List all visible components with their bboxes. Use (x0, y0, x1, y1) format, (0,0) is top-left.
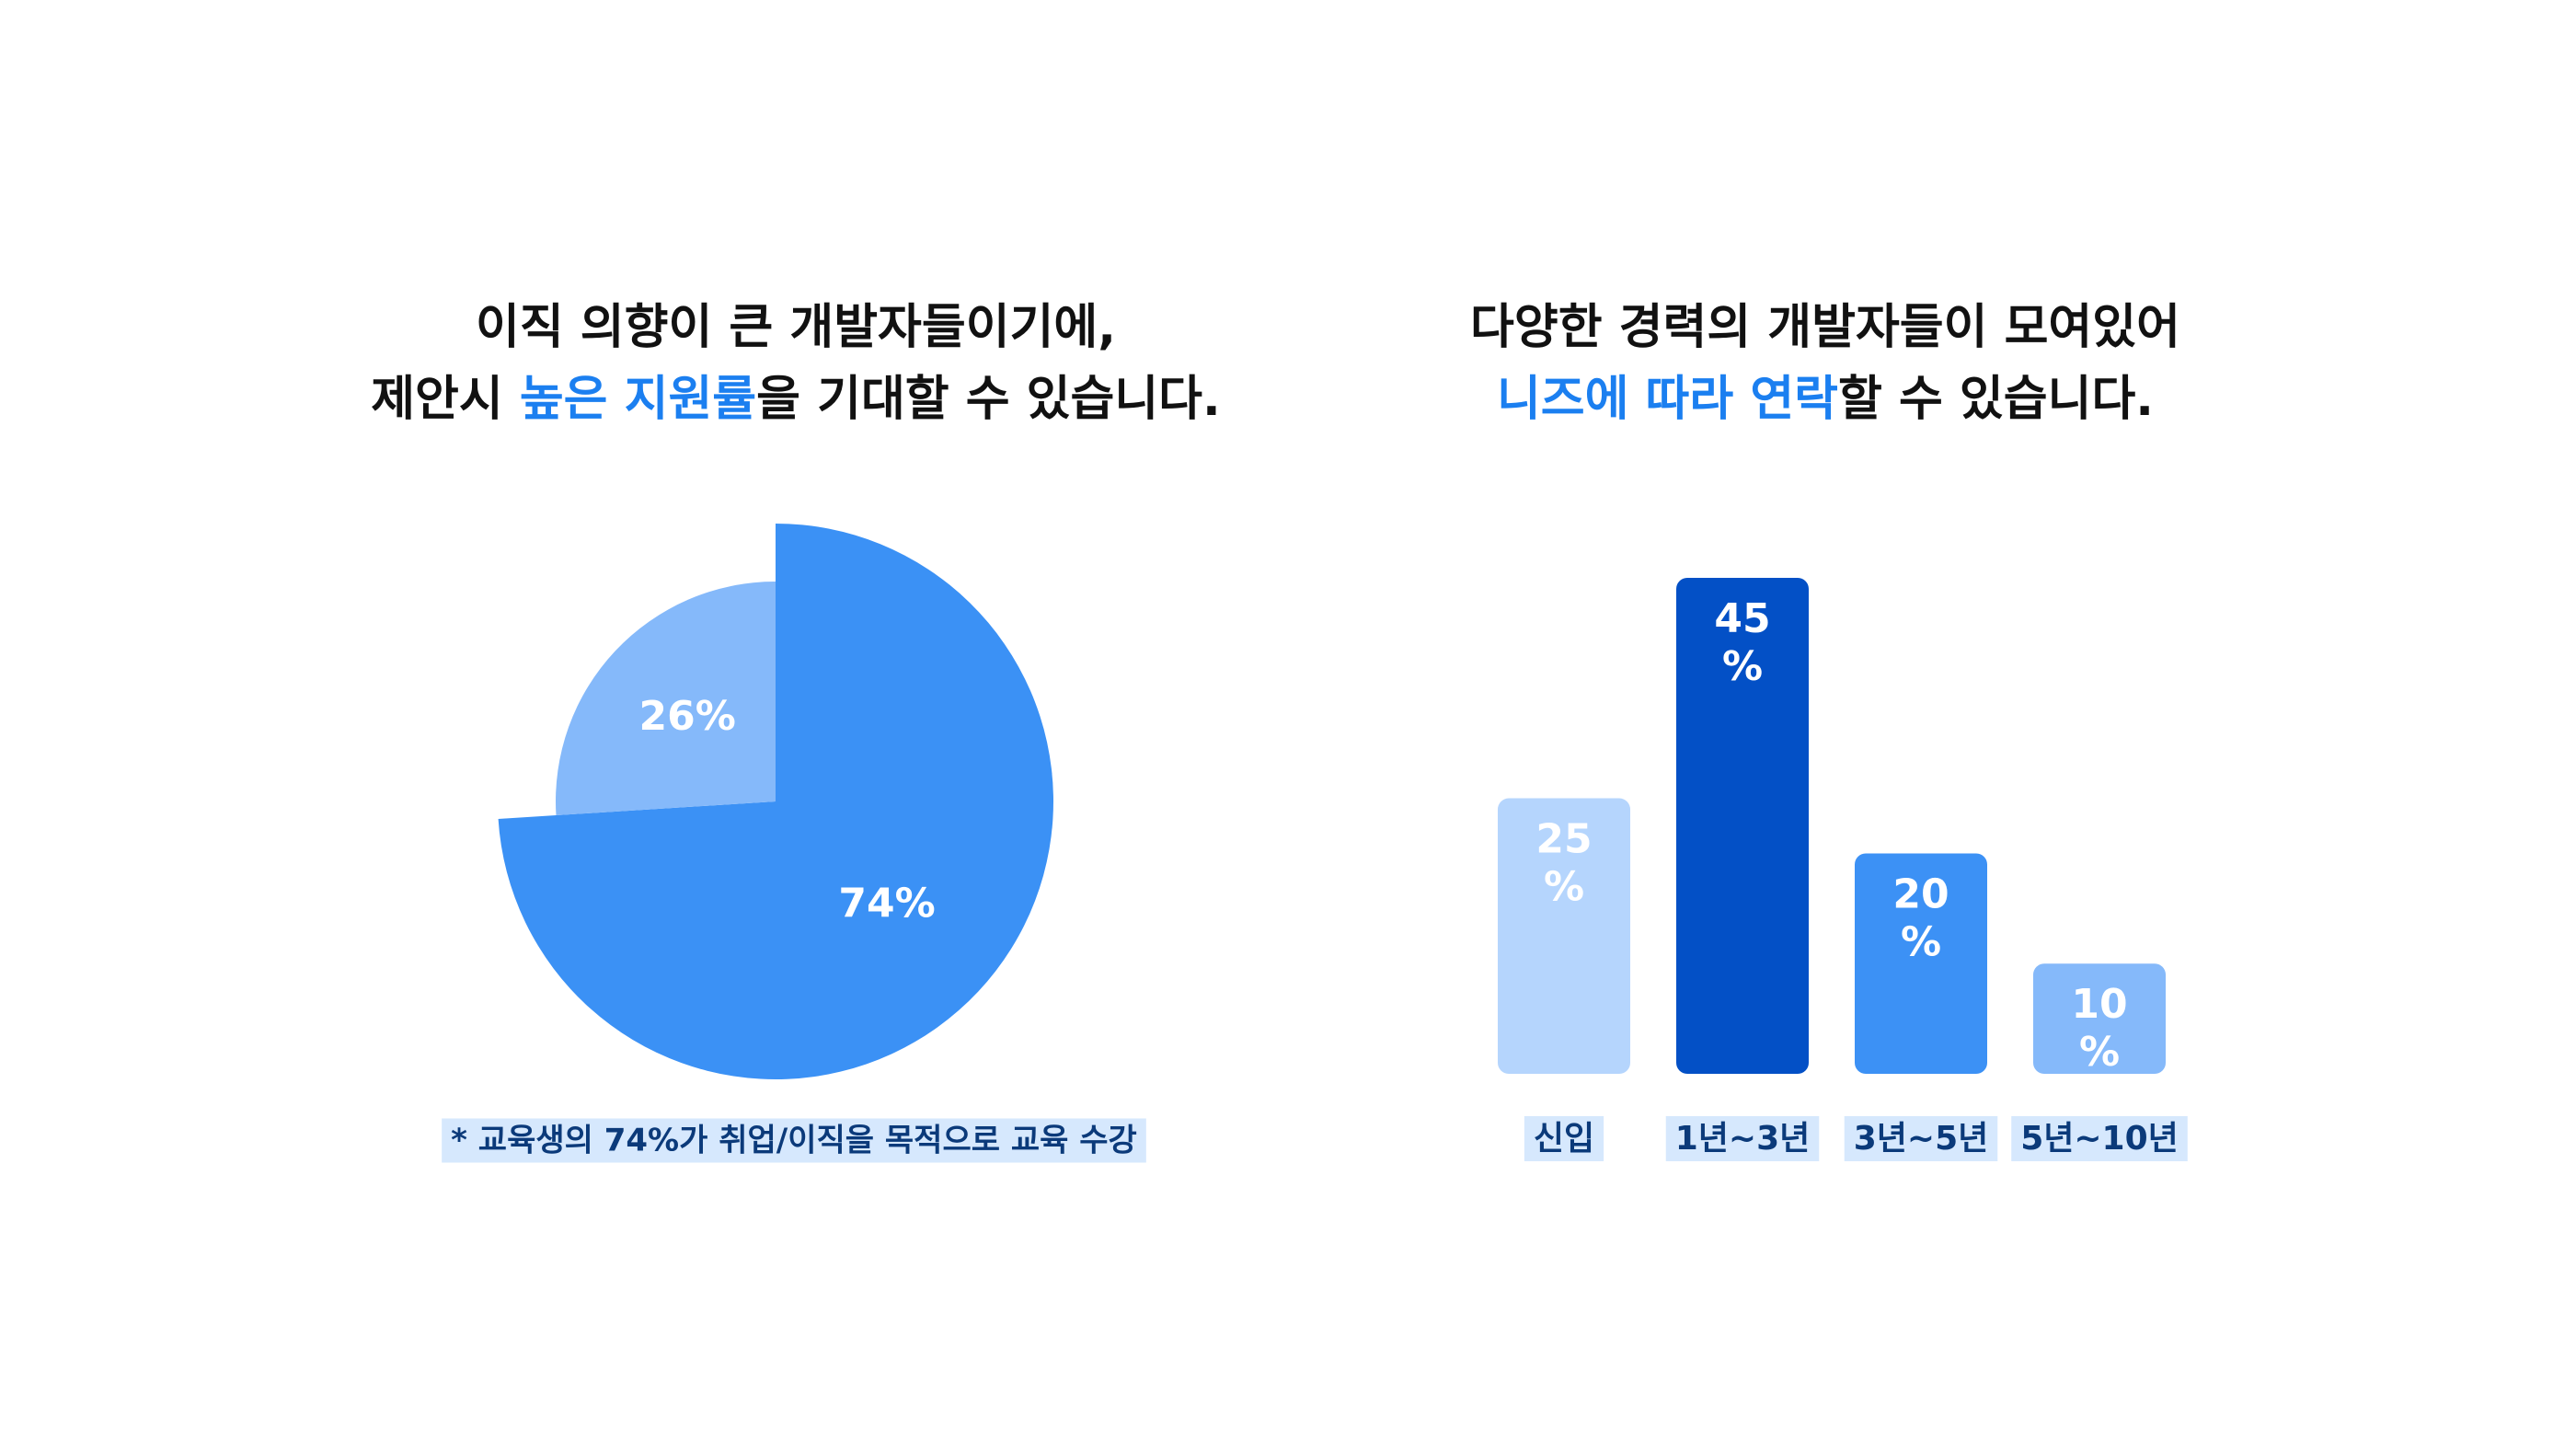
value-label: 26% (639, 693, 736, 740)
pie-slice (498, 524, 1053, 1079)
bar (1676, 578, 1809, 1074)
title-text: 다양한 경력의 개발자들이 모여있어 (1470, 300, 2180, 355)
pie-slice (556, 582, 776, 816)
title-text: 이직 의향이 큰 개발자들이기에, (476, 300, 1116, 355)
chart-title: 제안시 높은 지원률을 기대할 수 있습니다. (371, 372, 1221, 427)
title-text: 을 기대할 수 있습니다. (756, 372, 1221, 427)
bar (1855, 853, 1987, 1074)
x-tick-label: 3년~5년 (1854, 1120, 1989, 1158)
value-label: 10% (2071, 981, 2127, 1076)
value-label: 45% (1714, 595, 1770, 690)
chart-title: 다양한 경력의 개발자들이 모여있어 (1470, 300, 2180, 355)
bar (2033, 963, 2166, 1074)
title-highlight: 높은 지원률 (520, 372, 756, 427)
category-background (1844, 1116, 1998, 1161)
x-tick-label: 신입 (1534, 1120, 1594, 1158)
value-label: 74% (838, 881, 935, 928)
chart-title: 이직 의향이 큰 개발자들이기에, (476, 300, 1116, 355)
chart-title: 니즈에 따라 연락할 수 있습니다. (1497, 372, 2154, 427)
title-highlight: 니즈에 따라 연락 (1497, 372, 1838, 427)
title-text: 제안시 (371, 372, 520, 427)
title-text: 할 수 있습니다. (1838, 372, 2154, 427)
x-tick-label: 1년~3년 (1675, 1120, 1811, 1158)
category-background (2011, 1116, 2188, 1161)
category-background (1665, 1116, 1820, 1161)
value-label: 25% (1535, 816, 1592, 911)
footnote: * 교육생의 74%가 취업/이직을 목적으로 교육 수강 (451, 1123, 1137, 1159)
bar (1498, 798, 1630, 1074)
value-label: 20% (1892, 870, 1949, 965)
x-tick-label: 5년~10년 (2020, 1120, 2179, 1158)
footnote-background (442, 1118, 1146, 1163)
category-background (1524, 1116, 1604, 1161)
